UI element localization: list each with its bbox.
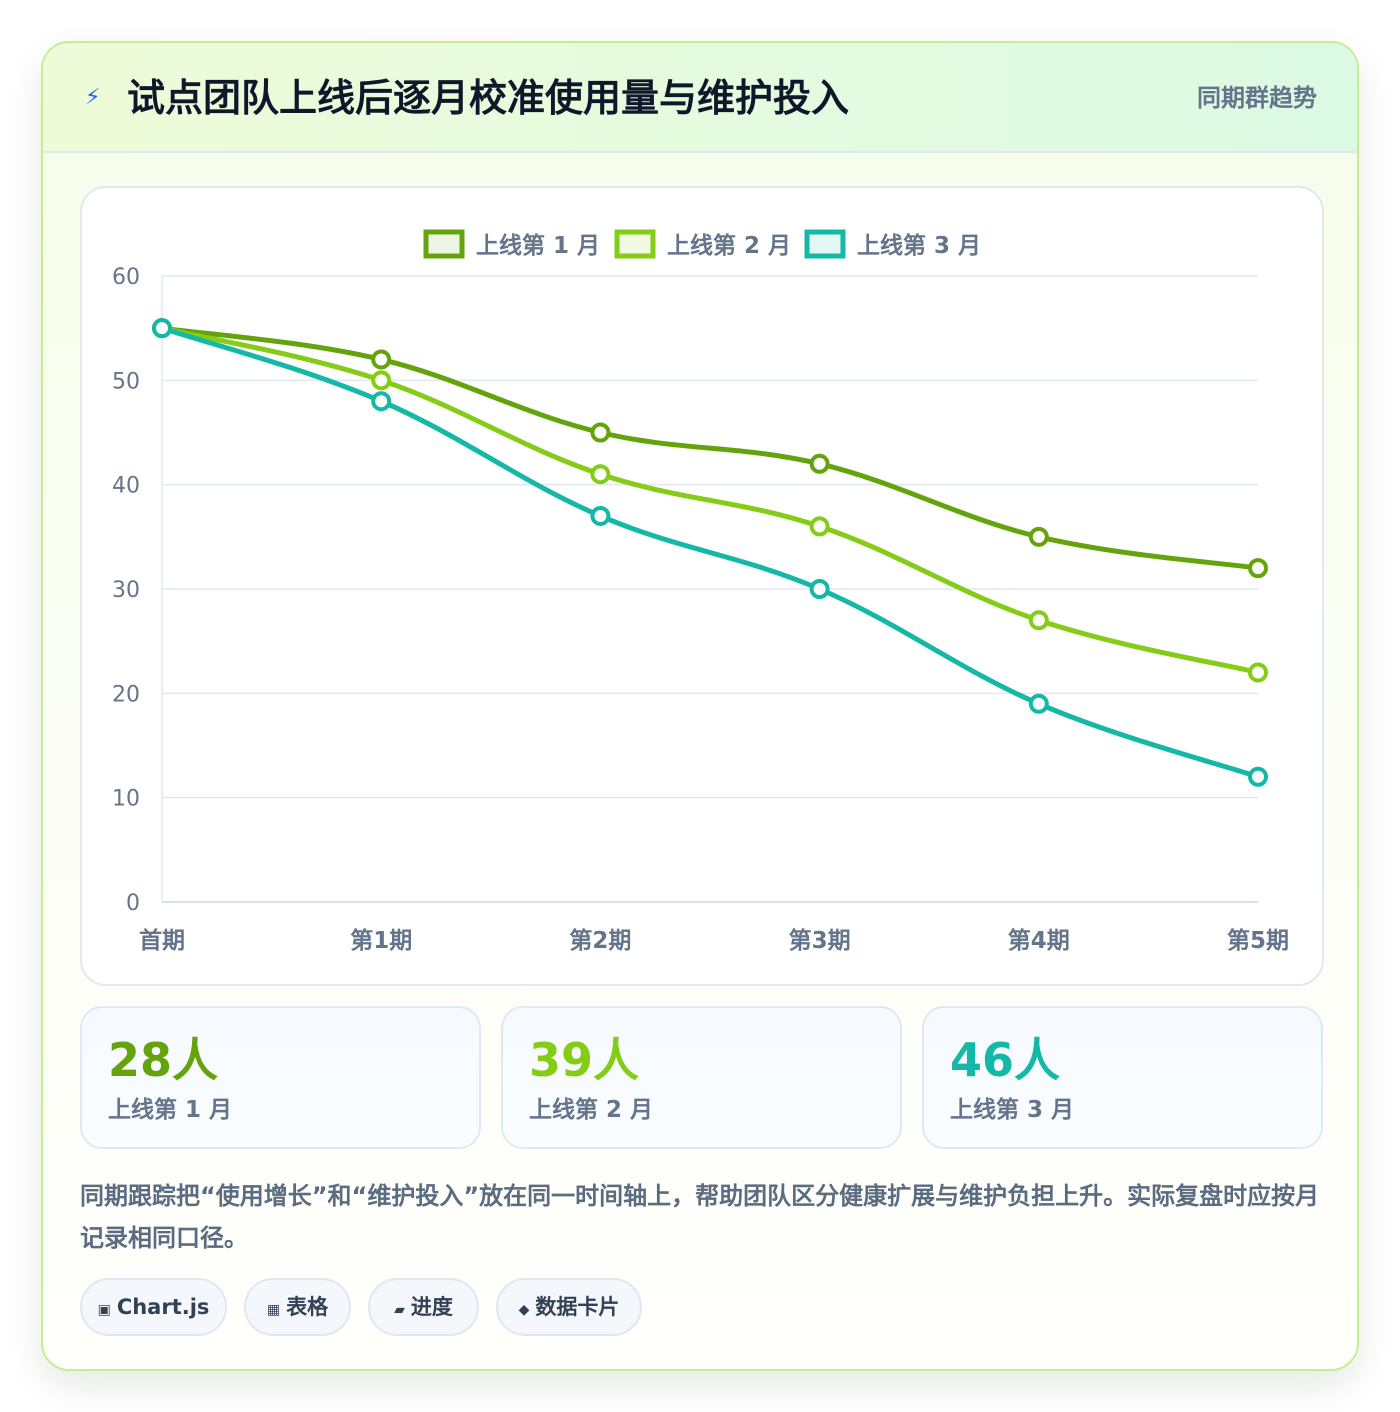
data-point <box>590 422 611 443</box>
legend-swatch <box>804 229 846 259</box>
data-point <box>1248 662 1268 683</box>
tag-label: 进度 <box>410 1295 453 1319</box>
data-point <box>809 453 830 474</box>
x-tick-label: 第3期 <box>789 927 851 954</box>
stat-label: 上线第 2 月 <box>529 1097 654 1123</box>
chart-card: ⚡ 试点团队上线后逐月校准使用量与维护投入 同期群趋势 0 10 20 30 40 50 6… <box>41 41 1359 1371</box>
legend-swatch-fill <box>428 234 460 254</box>
x-tick-label: 第1期 <box>350 927 412 954</box>
legend-swatch-fill <box>809 234 841 254</box>
y-tick-label: 60 <box>112 265 140 290</box>
stat-card-1: 28人 上线第 1 月 <box>80 1006 481 1149</box>
tag-label: 表格 <box>286 1295 329 1319</box>
series-line-1 <box>159 325 1261 571</box>
y-tick-label: 10 <box>112 787 140 812</box>
series-line-3 <box>159 325 1261 780</box>
legend-label: 上线第 3 月 <box>857 232 981 259</box>
stat-value: 46人 <box>950 1033 1061 1087</box>
tag-chartjs[interactable]: ▣ Chart.js <box>80 1278 227 1336</box>
tag-progress[interactable]: ▰ 进度 <box>368 1278 479 1336</box>
data-point <box>1248 766 1268 787</box>
data-point <box>371 370 392 391</box>
data-point <box>152 318 172 339</box>
chart-description: 同期跟踪把“使用增长”和“维护投入”放在同一时间轴上，帮助团队区分健康扩展与维护… <box>80 1182 1320 1252</box>
chart-container: 0 10 20 30 40 50 60 首期 第1期 第2期 第3期 第4期 第5期 上线第 1 月 上线第… <box>80 186 1324 986</box>
data-point <box>371 391 392 412</box>
data-point <box>590 505 611 526</box>
tag-label: 数据卡片 <box>535 1295 620 1319</box>
data-point <box>371 349 392 370</box>
lightning-icon: ⚡ <box>85 85 101 110</box>
stat-label: 上线第 1 月 <box>108 1097 233 1123</box>
legend-swatch-fill <box>619 234 651 254</box>
tag-data-card[interactable]: ◆ 数据卡片 <box>496 1278 642 1336</box>
data-card-icon: ◆ <box>518 1302 530 1318</box>
y-tick-label: 0 <box>126 891 140 916</box>
legend-swatch <box>423 229 465 259</box>
table-icon: ▦ <box>266 1302 281 1318</box>
stat-card-3: 46人 上线第 3 月 <box>922 1006 1323 1149</box>
data-point <box>809 579 830 599</box>
data-point <box>1248 558 1268 579</box>
data-point <box>1028 693 1049 714</box>
chart-icon: ▣ <box>97 1302 111 1318</box>
x-tick-label: 首期 <box>139 927 185 954</box>
tag-label: Chart.js <box>116 1295 210 1319</box>
progress-icon: ▰ <box>394 1302 405 1318</box>
legend-label: 上线第 1 月 <box>476 232 600 259</box>
stat-value: 28人 <box>108 1033 219 1087</box>
data-point <box>809 516 830 537</box>
card-header: ⚡ 试点团队上线后逐月校准使用量与维护投入 同期群趋势 <box>43 43 1357 153</box>
x-tick-label: 第4期 <box>1008 927 1070 954</box>
tag-table[interactable]: ▦ 表格 <box>244 1278 351 1336</box>
stat-card-2: 39人 上线第 2 月 <box>501 1006 902 1149</box>
y-tick-label: 50 <box>112 369 140 394</box>
stat-label: 上线第 3 月 <box>950 1097 1075 1123</box>
data-point <box>1028 526 1049 547</box>
x-tick-label: 第5期 <box>1227 927 1289 954</box>
y-tick-label: 20 <box>112 682 140 707</box>
series-line-2 <box>159 325 1261 675</box>
y-tick-label: 40 <box>112 474 140 499</box>
line-chart: 0 10 20 30 40 50 60 首期 第1期 第2期 第3期 第4期 第5期 上线第 1 月 上线第… <box>112 229 1289 954</box>
data-point <box>590 464 611 485</box>
data-point <box>1028 610 1049 631</box>
x-tick-label: 第2期 <box>569 927 631 954</box>
legend-label: 上线第 2 月 <box>667 232 791 259</box>
page-title: 试点团队上线后逐月校准使用量与维护投入 <box>127 76 850 120</box>
legend-swatch <box>614 229 656 259</box>
chart-type-badge: 同期群趋势 <box>1197 84 1317 112</box>
stat-value: 39人 <box>529 1033 640 1087</box>
y-tick-label: 30 <box>112 578 140 603</box>
